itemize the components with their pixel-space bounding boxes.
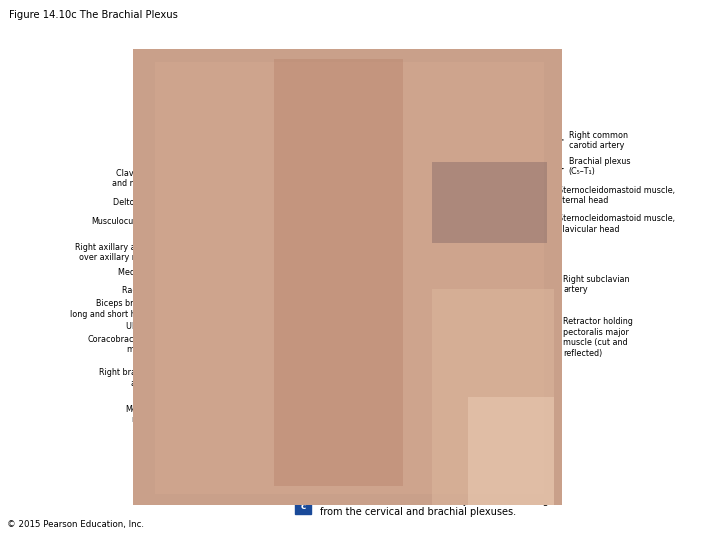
Text: Figure 14.10c The Brachial Plexus: Figure 14.10c The Brachial Plexus — [9, 10, 178, 20]
Bar — [295, 499, 311, 514]
Text: Median
nerve: Median nerve — [125, 405, 217, 424]
Text: Coracobrachialis
muscle: Coracobrachialis muscle — [87, 335, 242, 354]
Text: Deltoid muscle: Deltoid muscle — [112, 198, 256, 207]
Text: Right axillary artery
over axillary nerve: Right axillary artery over axillary nerv… — [75, 243, 253, 262]
Text: Brachial plexus
(C₅–T₁): Brachial plexus (C₅–T₁) — [516, 157, 630, 176]
Text: Right subclavian
artery: Right subclavian artery — [511, 275, 629, 294]
Text: Median nerve: Median nerve — [118, 268, 267, 277]
Text: Skin: Skin — [161, 356, 253, 365]
Text: Cervical plexus: Cervical plexus — [315, 137, 406, 150]
Text: Right brachial
artery: Right brachial artery — [99, 368, 235, 388]
Text: Clavicle, cut
and removed: Clavicle, cut and removed — [112, 168, 253, 188]
Text: c: c — [300, 502, 306, 511]
Text: Sternocleidomastoid muscle,
clavicular head: Sternocleidomastoid muscle, clavicular h… — [505, 214, 675, 234]
Text: Radial nerve: Radial nerve — [122, 286, 267, 295]
Text: This dissection shows the major nerves arising
from the cervical and brachial pl: This dissection shows the major nerves a… — [320, 496, 549, 517]
Text: Sternocleidomastoid muscle,
sternal head: Sternocleidomastoid muscle, sternal head — [510, 186, 675, 205]
Text: Biceps brachii,
long and short heads: Biceps brachii, long and short heads — [70, 299, 246, 319]
Text: Right common
carotid artery: Right common carotid artery — [520, 131, 628, 150]
Text: © 2015 Pearson Education, Inc.: © 2015 Pearson Education, Inc. — [7, 520, 144, 529]
Text: Retractor holding
pectoralis major
muscle (cut and
reflected): Retractor holding pectoralis major muscl… — [511, 318, 633, 357]
Text: Ulnar nerve: Ulnar nerve — [125, 322, 260, 331]
Text: Musculocutaneous
nerve: Musculocutaneous nerve — [91, 217, 253, 237]
